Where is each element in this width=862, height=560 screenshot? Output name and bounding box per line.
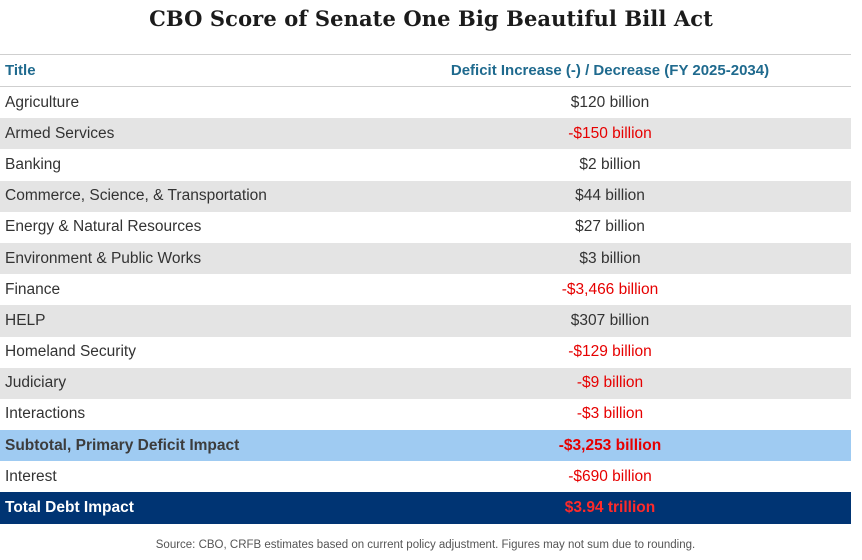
- row-value: -$150 billion: [568, 124, 652, 142]
- row-value: -$9 billion: [576, 374, 644, 392]
- subtotal-row: Subtotal, Primary Deficit Impact -$3,253…: [0, 430, 851, 462]
- row-value: $27 billion: [575, 218, 645, 236]
- subtotal-title: Subtotal, Primary Deficit Impact: [5, 436, 240, 454]
- table-row: Finance -$3,466 billion: [0, 274, 851, 305]
- row-title: Environment & Public Works: [5, 249, 202, 267]
- table-row: Interactions -$3 billion: [0, 399, 851, 430]
- row-value: -$3,466 billion: [561, 280, 659, 298]
- row-value: $3 billion: [579, 249, 641, 267]
- table-header-row: Title Deficit Increase (-) / Decrease (F…: [0, 54, 851, 87]
- table-row: Energy & Natural Resources $27 billion: [0, 212, 851, 243]
- row-value: -$129 billion: [568, 343, 652, 361]
- header-deficit-column: Deficit Increase (-) / Decrease (FY 2025…: [450, 62, 770, 79]
- header-title-column: Title: [5, 62, 36, 79]
- total-value: $3.94 trillion: [564, 499, 656, 517]
- table-row: Homeland Security -$129 billion: [0, 337, 851, 368]
- row-title: Armed Services: [5, 124, 115, 142]
- table-row: Armed Services -$150 billion: [0, 118, 851, 150]
- row-title: Interactions: [5, 405, 86, 423]
- table-row: Commerce, Science, & Transportation $44 …: [0, 180, 851, 212]
- row-value: $307 billion: [570, 311, 650, 329]
- table-row: Agriculture $120 billion: [0, 87, 851, 118]
- source-note: Source: CBO, CRFB estimates based on cur…: [155, 539, 696, 551]
- row-title: Homeland Security: [5, 343, 136, 361]
- total-row: Total Debt Impact $3.94 trillion: [0, 492, 851, 524]
- row-title: Judiciary: [5, 374, 67, 392]
- interest-row: Interest -$690 billion: [0, 461, 851, 492]
- interest-value: -$690 billion: [568, 467, 652, 485]
- row-value: $2 billion: [579, 155, 641, 173]
- table-row: Banking $2 billion: [0, 149, 851, 180]
- table-row: HELP $307 billion: [0, 305, 851, 337]
- row-title: Agriculture: [5, 93, 80, 111]
- row-title: Finance: [5, 280, 61, 298]
- total-title: Total Debt Impact: [5, 499, 134, 517]
- row-title: Commerce, Science, & Transportation: [5, 187, 267, 205]
- table-row: Judiciary -$9 billion: [0, 367, 851, 399]
- row-title: Energy & Natural Resources: [5, 218, 202, 236]
- subtotal-value: -$3,253 billion: [558, 436, 662, 454]
- row-value: -$3 billion: [576, 405, 644, 423]
- row-value: $120 billion: [570, 93, 650, 111]
- page-title: CBO Score of Senate One Big Beautiful Bi…: [149, 6, 713, 31]
- row-value: $44 billion: [575, 187, 645, 205]
- table-row: Environment & Public Works $3 billion: [0, 242, 851, 275]
- row-title: HELP: [5, 311, 46, 329]
- cbo-score-table: Title Deficit Increase (-) / Decrease (F…: [0, 54, 851, 524]
- interest-title: Interest: [5, 467, 57, 485]
- row-title: Banking: [5, 155, 62, 173]
